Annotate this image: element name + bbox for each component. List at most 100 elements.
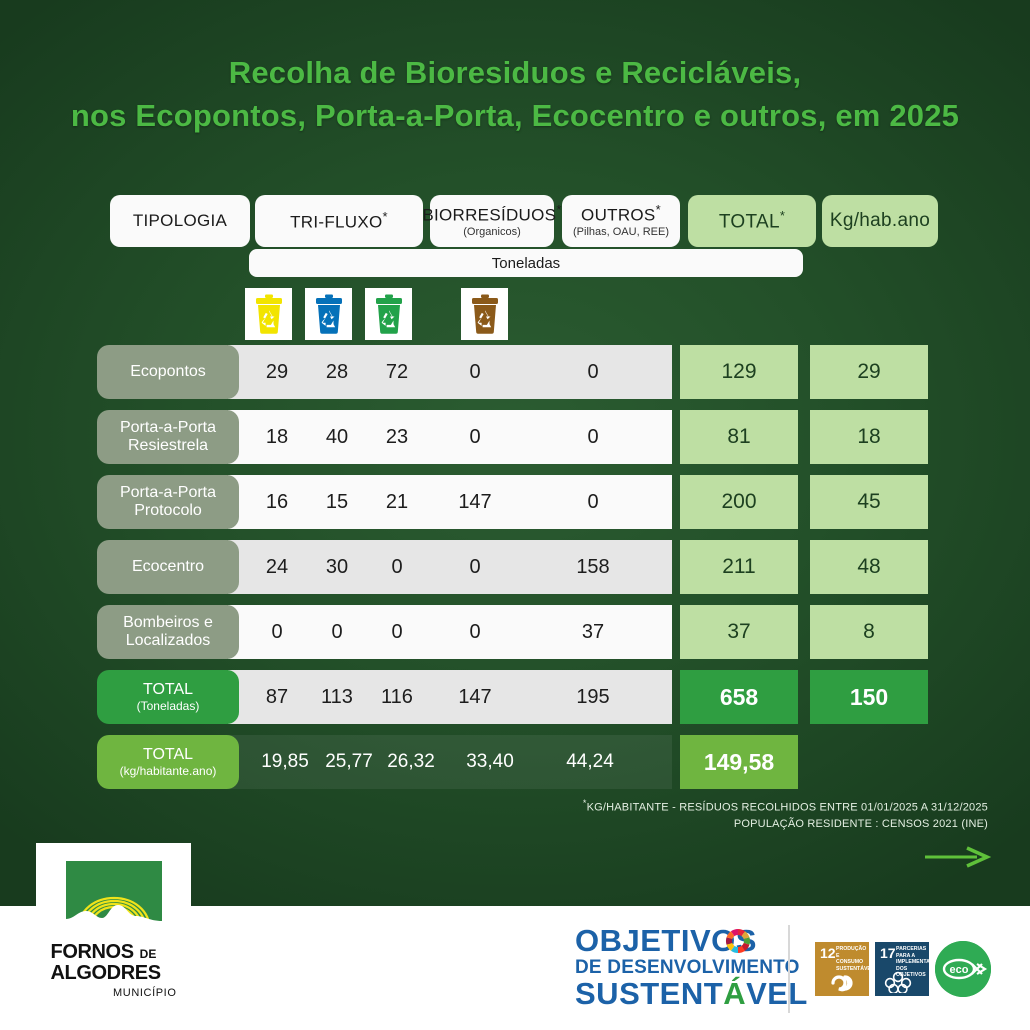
asterisk-icon: *: [582, 798, 587, 808]
table-row: Ecopontos 29 28 72 0 0 129 29: [0, 345, 1030, 399]
row-label-main: Ecopontos: [130, 363, 206, 381]
header-kghab-label: Kg/hab.ano: [829, 210, 931, 232]
row-label-ecopontos: Ecopontos: [97, 345, 239, 399]
row-cells: 16 15 21 147 0: [228, 475, 672, 529]
header-outros-label: OUTROS*: [581, 202, 661, 225]
header-biorresiduos-sub: (Organicos): [463, 225, 521, 238]
row-label-porta-a-porta-protocolo: Porta-a-Porta Protocolo: [97, 475, 239, 529]
cell-kghab: 150: [810, 670, 928, 724]
header-chip-biorresiduos: BIORRESÍDUOS* (Organicos): [422, 195, 561, 247]
asterisk-icon: *: [556, 202, 562, 218]
yellow-recycling-bin-icon: [245, 288, 292, 340]
blue-recycling-bin-icon: [305, 288, 352, 340]
cell-outros: 44,24: [566, 751, 614, 772]
cell-total: 200: [680, 475, 798, 529]
table-row: Porta-a-Porta Protocolo 16 15 21 147 0 2…: [0, 475, 1030, 529]
row-label-total-toneladas: TOTAL (Toneladas): [97, 670, 239, 724]
units-bar-toneladas: Toneladas: [249, 249, 803, 277]
row-label-main: Porta-a-Porta: [119, 484, 217, 502]
header-chip-tipologia: TIPOLOGIA: [110, 195, 250, 247]
ods-line-2: DE DESENVOLVIMENTO: [575, 956, 800, 978]
ods-line-3: SUSTENTÁVEL: [575, 976, 808, 1012]
footer-divider: [788, 925, 790, 1013]
row-label-main: TOTAL: [142, 745, 194, 763]
row-cells: 29 28 72 0 0: [228, 345, 672, 399]
title-line-1: Recolha de Bioresiduos e Recicláveis,: [228, 55, 802, 90]
infinity-icon: [831, 975, 853, 992]
table-row: Bombeiros e Localizados 0 0 0 0 37 37 8: [0, 605, 1030, 659]
cell-azul: 0: [331, 620, 343, 643]
cell-verde: 21: [385, 490, 409, 513]
logo-fornos: FORNOS: [50, 941, 135, 963]
cell-amarelo: 29: [265, 360, 289, 383]
cell-biorresiduos: 147: [458, 685, 492, 708]
header-outros-sub: (Pilhas, OAU, REE): [573, 225, 669, 238]
row-data-band: [228, 670, 672, 724]
cell-biorresiduos: 0: [469, 360, 481, 383]
cell-verde: 26,32: [387, 751, 435, 772]
cell-azul: 15: [325, 490, 349, 513]
row-data-band: [228, 345, 672, 399]
svg-text:eco: eco: [950, 964, 969, 976]
header-chip-trifluxo: TRI-FLUXO*: [255, 195, 423, 247]
cell-amarelo: 24: [265, 555, 289, 578]
poster-title: Recolha de Bioresiduos e Recicláveis, no…: [0, 52, 1030, 138]
fornos-de-algodres-crest-icon: [65, 861, 162, 933]
cell-kghab: 18: [810, 410, 928, 464]
sdg-17-caption: PARCERIAS PARA A IMPLEMENTAÇÃO DOS OBJET…: [896, 946, 942, 978]
footnote-line-2: POPULAÇÃO RESIDENTE : CENSOS 2021 (INE): [733, 817, 988, 830]
right-arrow-icon: [925, 846, 992, 873]
sdg-12-number: 12: [820, 945, 836, 961]
cell-azul: 113: [321, 685, 353, 708]
sdg-color-wheel-icon: [725, 928, 751, 954]
cell-outros: 37: [581, 620, 605, 643]
cell-total: 658: [680, 670, 798, 724]
header-chip-kghab: Kg/hab.ano: [822, 195, 938, 247]
cell-biorresiduos: 0: [469, 620, 481, 643]
row-cells: 24 30 0 0 158: [228, 540, 672, 594]
header-total-label: TOTAL*: [718, 208, 786, 233]
row-label-bombeiros-localizados: Bombeiros e Localizados: [97, 605, 239, 659]
row-label-main: Porta-a-Porta: [119, 419, 217, 437]
row-cells: 87 113 116 147 195: [228, 670, 672, 724]
row-label-main: Bombeiros e: [123, 614, 213, 632]
row-data-band: [228, 410, 672, 464]
footnote-line-1: *KG/HABITANTE - RESÍDUOS RECOLHIDOS ENTR…: [582, 798, 988, 814]
cell-azul: 40: [325, 425, 349, 448]
row-cells: 18 40 23 0 0: [228, 410, 672, 464]
header-biorresiduos-label: BIORRESÍDUOS*: [422, 202, 562, 225]
row-data-band: [228, 540, 672, 594]
cell-total: 149,58: [680, 735, 798, 789]
header-tipologia-label: TIPOLOGIA: [132, 211, 228, 231]
cell-verde: 0: [391, 555, 403, 578]
data-table-body: Ecopontos 29 28 72 0 0 129 29 Porta-a-Po…: [0, 345, 1030, 800]
sdg-12-caption: PRODUÇÃO E CONSUMO SUSTENTÁVEIS: [836, 946, 876, 972]
cell-azul: 28: [325, 360, 349, 383]
cell-total: 81: [680, 410, 798, 464]
row-cells: 0 0 0 0 37: [228, 605, 672, 659]
sdg-12-badge: 12 PRODUÇÃO E CONSUMO SUSTENTÁVEIS: [815, 942, 876, 996]
logo-de: DE: [139, 947, 157, 961]
row-data-band: [228, 735, 672, 789]
cell-biorresiduos: 0: [469, 425, 481, 448]
row-label-sub: (kg/habitante.ano): [119, 763, 217, 778]
logo-municipio: MUNICÍPIO: [113, 987, 177, 999]
ods-line-1: OBJETIVOS: [575, 923, 757, 958]
table-row-total-toneladas: TOTAL (Toneladas) 87 113 116 147 195 658…: [0, 670, 1030, 724]
footer-badges: 12 PRODUÇÃO E CONSUMO SUSTENTÁVEIS 17 PA…: [815, 941, 991, 997]
row-label-main: Ecocentro: [131, 558, 205, 576]
header-chip-total: TOTAL*: [688, 195, 816, 247]
cell-total: 211: [680, 540, 798, 594]
title-line-2: nos Ecopontos, Porta-a-Porta, Ecocentro …: [70, 97, 960, 133]
header-trifluxo-label: TRI-FLUXO*: [290, 209, 388, 232]
cell-total: 37: [680, 605, 798, 659]
row-data-band: [228, 475, 672, 529]
asterisk-icon: *: [655, 202, 661, 218]
row-label-sub: Localizados: [125, 632, 211, 649]
cell-amarelo: 0: [271, 620, 283, 643]
sdg-17-number: 17: [880, 945, 896, 961]
asterisk-icon: *: [779, 208, 786, 224]
row-label-porta-a-porta-resiestrela: Porta-a-Porta Resiestrela: [97, 410, 239, 464]
table-row-total-kghab: TOTAL (kg/habitante.ano) 19,85 25,77 26,…: [0, 735, 1030, 789]
